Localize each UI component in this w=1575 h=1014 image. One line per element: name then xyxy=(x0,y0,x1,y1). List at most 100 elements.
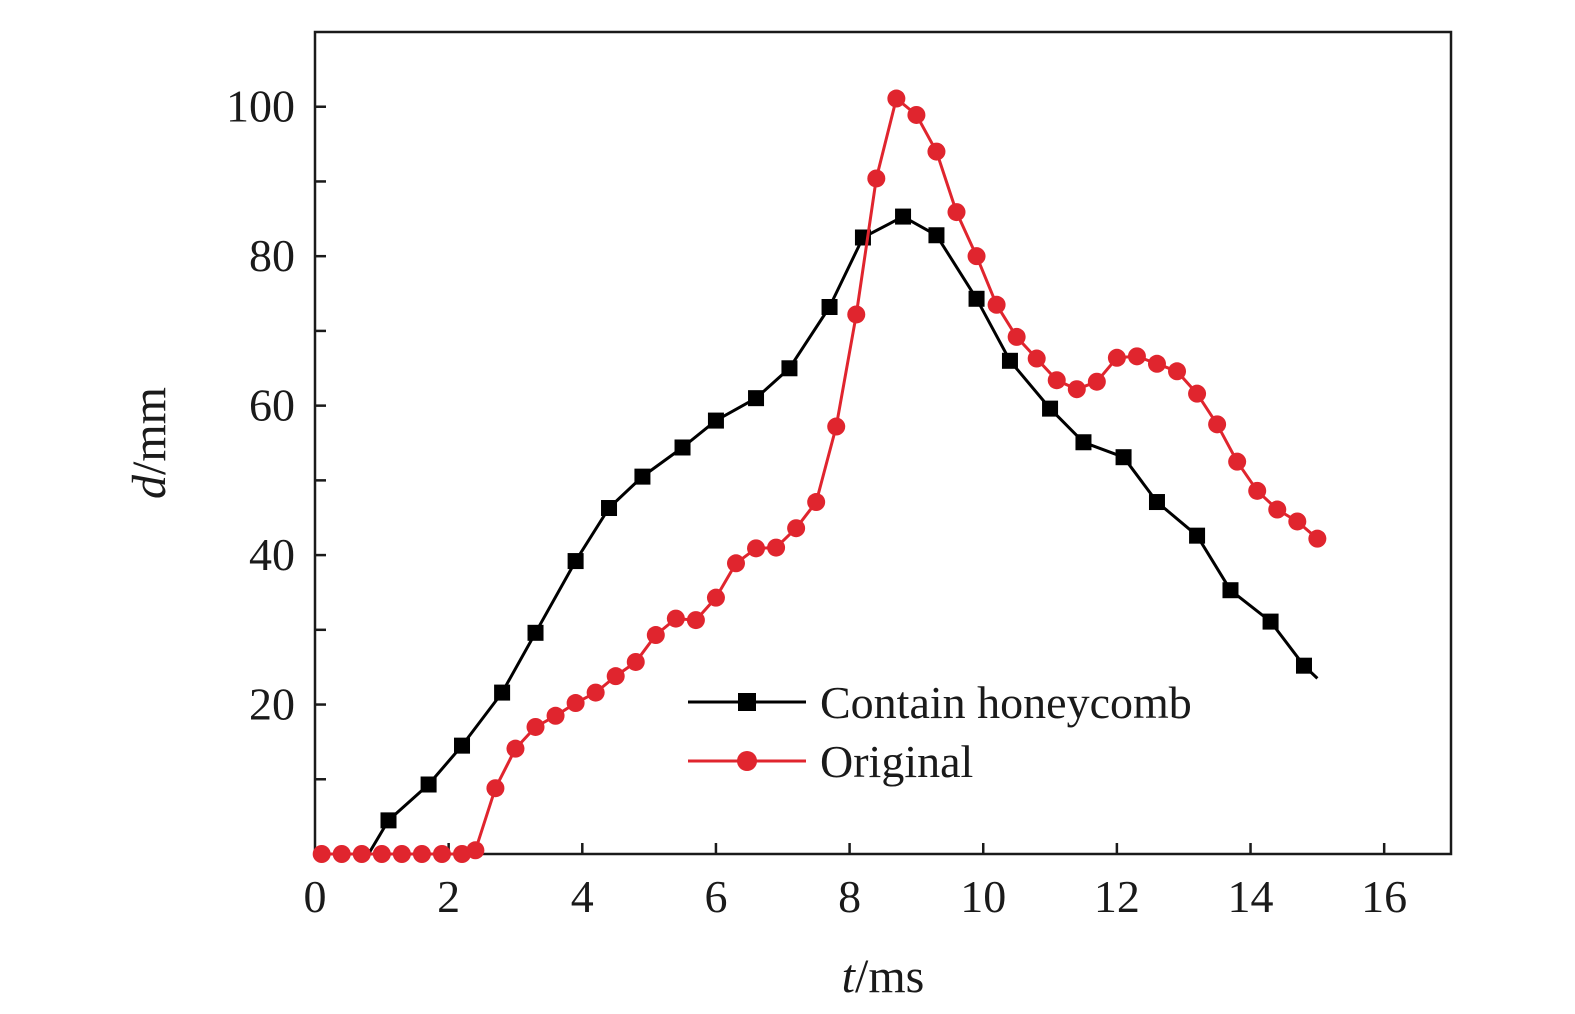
x-tick-label: 0 xyxy=(304,871,327,922)
data-point xyxy=(987,295,1006,314)
data-point xyxy=(747,539,766,558)
data-point xyxy=(1027,349,1046,368)
data-point xyxy=(486,779,505,798)
series-points-contain-honeycomb xyxy=(380,208,1312,829)
data-point xyxy=(928,227,945,244)
legend: Contain honeycomb Original xyxy=(688,677,1192,787)
data-point xyxy=(1047,371,1066,390)
data-point xyxy=(1308,529,1327,548)
x-tick-label: 14 xyxy=(1228,871,1274,922)
data-point xyxy=(907,105,926,124)
y-tick-label: 80 xyxy=(249,230,295,281)
data-point xyxy=(1268,500,1287,519)
data-point xyxy=(947,203,966,222)
data-point xyxy=(707,412,724,429)
data-point xyxy=(1007,327,1026,346)
data-point xyxy=(392,845,411,863)
data-point xyxy=(634,468,651,485)
data-point xyxy=(1147,354,1166,373)
x-tick-label: 2 xyxy=(437,871,460,922)
data-point xyxy=(1067,380,1086,399)
data-point xyxy=(887,89,906,108)
data-point xyxy=(626,652,645,671)
data-point xyxy=(527,624,544,641)
data-point xyxy=(706,588,725,607)
legend-label-contain-honeycomb: Contain honeycomb xyxy=(820,677,1192,728)
data-point xyxy=(1262,613,1279,630)
data-point xyxy=(566,694,585,713)
axis-ticks: 0 2 4 6 8 10 12 14 16 20 40 60 80 100 xyxy=(226,81,1407,922)
data-point xyxy=(352,845,371,863)
series-points-original xyxy=(312,89,1327,863)
data-point xyxy=(1087,372,1106,391)
y-tick-label: 100 xyxy=(226,81,295,132)
y-axis-unit: /mm xyxy=(123,387,176,475)
data-point xyxy=(1042,400,1059,417)
data-point xyxy=(1127,347,1146,366)
x-axis-var: t xyxy=(842,950,857,1003)
x-tick-label: 6 xyxy=(704,871,727,922)
y-axis-var: d xyxy=(123,474,176,499)
x-tick-label: 4 xyxy=(571,871,594,922)
data-point xyxy=(1228,452,1247,471)
data-point xyxy=(847,305,866,324)
series-layer xyxy=(312,89,1327,863)
y-tick-label: 40 xyxy=(249,529,295,580)
data-point xyxy=(546,706,565,725)
data-point xyxy=(895,208,912,225)
data-point xyxy=(606,667,625,686)
data-point xyxy=(526,717,545,736)
data-point xyxy=(601,500,618,517)
data-point xyxy=(726,554,745,573)
data-point xyxy=(927,142,946,161)
data-point xyxy=(1168,362,1187,381)
data-point xyxy=(1148,494,1165,511)
data-point xyxy=(1001,352,1018,369)
data-point xyxy=(1222,582,1239,599)
data-point xyxy=(1288,512,1307,531)
y-axis-title: d/mm xyxy=(123,387,176,499)
data-point xyxy=(686,611,705,630)
data-point xyxy=(646,626,665,645)
x-tick-label: 12 xyxy=(1094,871,1140,922)
data-point xyxy=(1188,384,1207,403)
x-axis-unit: /ms xyxy=(855,950,924,1003)
legend-label-original: Original xyxy=(820,736,973,787)
y-tick-label: 60 xyxy=(249,380,295,431)
data-point xyxy=(494,684,511,701)
data-point xyxy=(372,845,391,863)
series-line-contain-honeycomb xyxy=(367,215,1319,855)
data-point xyxy=(867,169,886,188)
data-point xyxy=(380,812,397,829)
data-point xyxy=(1208,415,1227,434)
data-point xyxy=(767,538,786,557)
data-point xyxy=(1295,657,1312,674)
data-point xyxy=(968,290,985,307)
data-point xyxy=(1115,449,1132,466)
data-point xyxy=(1189,527,1206,544)
legend-marker-circle xyxy=(737,751,757,771)
data-point xyxy=(1107,348,1126,367)
x-tick-label: 8 xyxy=(838,871,861,922)
data-point xyxy=(807,493,826,512)
x-tick-label: 16 xyxy=(1361,871,1407,922)
data-point xyxy=(312,845,331,863)
data-point xyxy=(674,439,691,456)
data-point xyxy=(967,247,986,266)
data-point xyxy=(666,609,685,628)
data-point xyxy=(506,739,525,758)
data-point xyxy=(748,390,765,407)
data-point xyxy=(827,417,846,436)
data-point xyxy=(412,845,431,863)
data-point xyxy=(787,519,806,538)
data-point xyxy=(1248,481,1267,500)
plot-frame xyxy=(313,30,1453,856)
data-point xyxy=(567,553,584,570)
data-point xyxy=(420,776,437,793)
data-point xyxy=(432,845,451,863)
data-point xyxy=(781,360,798,377)
data-point xyxy=(454,737,471,754)
x-tick-label: 10 xyxy=(960,871,1006,922)
